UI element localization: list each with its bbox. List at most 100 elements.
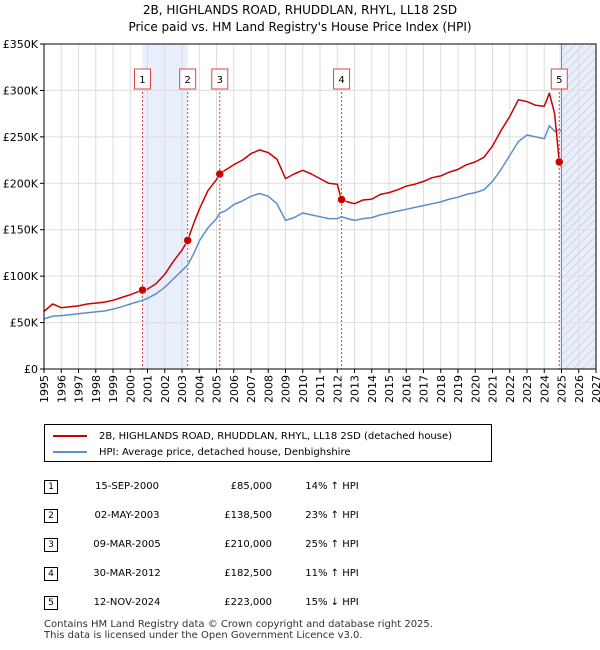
table-row: 3 09-MAR-2005 £210,000 25% ↑ HPI (44, 530, 392, 559)
table-row: 1 15-SEP-2000 £85,000 14% ↑ HPI (44, 472, 392, 501)
x-tick-label: 2004 (193, 375, 206, 403)
sale-hpi: 14% ↑ HPI (305, 481, 359, 492)
x-tick-label: 2024 (538, 375, 551, 403)
sale-point (337, 195, 346, 204)
x-tick-label: 2026 (573, 375, 586, 403)
legend-label-property: 2B, HIGHLANDS ROAD, RHUDDLAN, RHYL, LL18… (99, 430, 453, 442)
x-tick-label: 2003 (176, 375, 189, 403)
sale-date: 09-MAR-2005 (93, 539, 161, 550)
x-tick-label: 2021 (487, 375, 500, 403)
chart-legend: 2B, HIGHLANDS ROAD, RHUDDLAN, RHYL, LL18… (44, 424, 492, 462)
sale-date: 30-MAR-2012 (93, 568, 161, 579)
table-row: 4 30-MAR-2012 £182,500 11% ↑ HPI (44, 559, 392, 588)
sale-date: 15-SEP-2000 (95, 481, 159, 492)
x-tick-label: 2001 (142, 375, 155, 403)
x-tick-label: 2016 (400, 375, 413, 403)
sale-annotation: 2 (179, 68, 197, 90)
x-tick-label: 1998 (90, 375, 103, 403)
x-tick-label: 2006 (228, 375, 241, 403)
sale-hpi: 25% ↑ HPI (305, 539, 359, 550)
x-tick-label: 1995 (38, 375, 51, 403)
chart-title: 2B, HIGHLANDS ROAD, RHUDDLAN, RHYL, LL18… (142, 3, 458, 17)
sale-price: £182,500 (224, 568, 272, 579)
sale-number: 3 (44, 537, 58, 552)
x-tick-label: 2025 (556, 375, 569, 403)
x-tick-label: 2015 (383, 375, 396, 403)
sale-hpi: 11% ↑ HPI (305, 568, 359, 579)
x-tick-label: 2011 (314, 375, 327, 403)
x-tick-label: 2014 (366, 375, 379, 403)
x-tick-label: 2002 (159, 375, 172, 403)
hpi-line (44, 124, 562, 320)
x-tick-label: 2023 (521, 375, 534, 403)
sale-hpi: 15% ↓ HPI (305, 597, 359, 608)
y-tick-label: £50K (10, 317, 39, 330)
y-tick-label: £350K (3, 38, 39, 51)
x-tick-label: 2009 (280, 375, 293, 403)
x-tick-label: 2008 (262, 375, 275, 403)
price-chart: 1 2 3 4 5 £0 £50K £100K £150K £200K £250K £300K £35… (3, 38, 600, 403)
legend-item-hpi: HPI: Average price, detached house, Denb… (53, 444, 350, 460)
annotation-label: 3 (217, 75, 223, 86)
x-tick-label: 2005 (211, 375, 224, 403)
sale-price: £85,000 (230, 481, 272, 492)
sale-point (555, 157, 564, 167)
sale-number: 1 (44, 479, 58, 494)
x-tick-label: 2027 (590, 375, 600, 403)
sale-point (215, 169, 225, 179)
x-tick-label: 1997 (73, 375, 86, 403)
x-tick-label: 2010 (297, 375, 310, 403)
annotation-box (211, 68, 229, 90)
y-tick-label: £200K (3, 177, 39, 190)
sale-annotation: 4 (333, 68, 351, 90)
y-tick-label: £250K (3, 131, 39, 144)
annotation-box (179, 68, 197, 90)
x-tick-label: 2007 (245, 375, 258, 403)
x-tick-label: 2019 (452, 375, 465, 403)
sale-point (183, 236, 192, 245)
footer-copyright: Contains HM Land Registry data © Crown c… (44, 619, 433, 630)
table-row: 2 02-MAY-2003 £138,500 23% ↑ HPI (44, 501, 392, 530)
annotation-label: 5 (556, 75, 562, 86)
y-tick-label: £150K (3, 224, 39, 237)
sale-annotation: 1 (133, 68, 151, 90)
annotation-box (550, 68, 568, 90)
sale-date: 02-MAY-2003 (94, 510, 160, 521)
x-tick-label: 2020 (469, 375, 482, 403)
annotation-label: 4 (338, 75, 344, 86)
x-tick-label: 2013 (349, 375, 362, 403)
x-tick-label: 1999 (107, 375, 120, 403)
x-tick-label: 2017 (418, 375, 431, 403)
sale-date: 12-NOV-2024 (93, 597, 161, 608)
annotation-box (333, 68, 351, 90)
x-tick-label: 2018 (435, 375, 448, 403)
footer-licence: This data is licensed under the Open Gov… (44, 630, 363, 641)
sale-annotation: 3 (211, 68, 229, 90)
table-row: 5 12-NOV-2024 £223,000 15% ↓ HPI (44, 588, 392, 617)
legend-swatch-property (53, 435, 87, 437)
sale-number: 4 (44, 566, 58, 581)
sale-price: £210,000 (224, 539, 272, 550)
annotation-label: 2 (185, 75, 191, 86)
y-tick-label: £0 (24, 363, 38, 376)
legend-item-property: 2B, HIGHLANDS ROAD, RHUDDLAN, RHYL, LL18… (53, 428, 452, 444)
legend-swatch-hpi (53, 451, 87, 453)
annotation-label: 1 (139, 75, 145, 86)
sale-price: £138,500 (224, 510, 272, 521)
footer: Contains HM Land Registry data © Crown c… (44, 619, 433, 641)
y-tick-label: £300K (3, 84, 39, 97)
y-tick-label: £100K (3, 270, 39, 283)
sales-table: 1 15-SEP-2000 £85,000 14% ↑ HPI 2 02-MAY… (44, 472, 392, 617)
x-tick-label: 2012 (331, 375, 344, 403)
sale-number: 2 (44, 508, 58, 523)
x-tick-label: 1996 (55, 375, 68, 403)
sale-number: 5 (44, 595, 58, 610)
x-tick-label: 2000 (124, 375, 137, 403)
legend-label-hpi: HPI: Average price, detached house, Denb… (99, 446, 351, 458)
sale-point (138, 285, 147, 295)
x-tick-label: 2022 (504, 375, 517, 403)
chart-subtitle: Price paid vs. HM Land Registry's House … (128, 20, 472, 34)
sale-annotation: 5 (550, 68, 568, 90)
sale-hpi: 23% ↑ HPI (305, 510, 359, 521)
sale-price: £223,000 (224, 597, 272, 608)
